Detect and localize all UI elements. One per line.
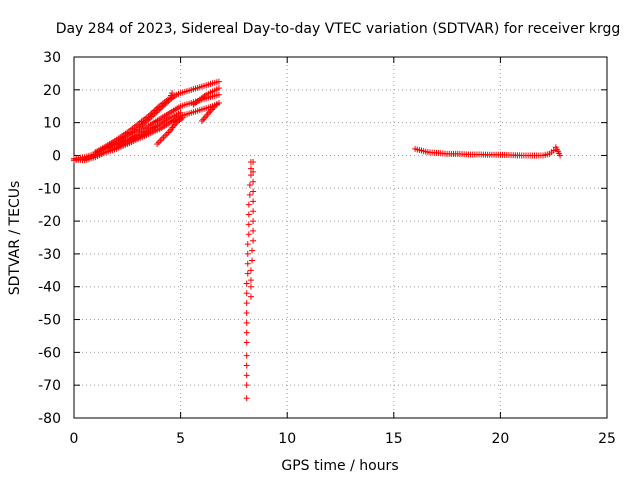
data-point-vertical-track-a: [247, 172, 254, 179]
data-point-track-7: [215, 85, 222, 92]
data-point-vertical-track-b: [247, 293, 254, 300]
data-point-vertical-track-b: [249, 247, 256, 254]
data-point-vertical-track-b: [250, 159, 257, 166]
data-point-vertical-track-a: [243, 362, 250, 369]
y-tick-label: -30: [38, 247, 61, 263]
data-point-vertical-track-a: [243, 300, 250, 307]
data-point-vertical-track-a: [243, 329, 250, 336]
y-axis-label: SDTVAR / TECUs: [7, 181, 23, 296]
y-tick-label: 30: [43, 50, 61, 66]
axis-ticks: 0 5 10 15 20 25 30 20 10 0 -10 -20 -30 -40 -50 -60 -70 -8…: [38, 50, 616, 447]
data-point-vertical-track-a: [244, 241, 251, 248]
data-point-vertical-track-b: [250, 178, 257, 185]
data-point-vertical-track-a: [244, 250, 251, 257]
x-tick-label: 15: [385, 431, 403, 447]
data-point-track-6: [215, 99, 222, 106]
data-point-vertical-track-b: [247, 267, 254, 274]
data-point-vertical-track-b: [250, 188, 257, 195]
y-tick-label: 0: [52, 148, 61, 164]
y-tick-label: -10: [38, 181, 61, 197]
data-point-vertical-track-b: [247, 277, 254, 284]
data-point-vertical-track-a: [244, 270, 251, 277]
data-point-vertical-track-b: [250, 198, 257, 205]
x-tick-label: 10: [278, 431, 296, 447]
data-point-vertical-track-a: [245, 231, 252, 238]
data-point-vertical-track-a: [243, 382, 250, 389]
data-point-track-1: [215, 78, 222, 85]
data-point-vertical-track-b: [250, 218, 257, 225]
chart-title: Day 284 of 2023, Sidereal Day-to-day VTE…: [56, 21, 621, 37]
data-point-vertical-track-a: [243, 372, 250, 379]
data-points: [71, 78, 564, 402]
x-tick-label: 25: [598, 431, 616, 447]
data-point-late-track: [557, 152, 564, 159]
data-point-late-track: [550, 147, 557, 154]
data-point-vertical-track-a: [245, 221, 252, 228]
data-point-vertical-track-b: [250, 227, 257, 234]
data-point-vertical-track-a: [246, 181, 253, 188]
data-point-vertical-track-a: [243, 395, 250, 402]
y-tick-label: 20: [43, 83, 61, 99]
y-tick-label: -80: [38, 411, 61, 427]
data-point-vertical-track-a: [246, 191, 253, 198]
data-point-vertical-track-b: [249, 257, 256, 264]
data-point-vertical-track-b: [247, 283, 254, 290]
y-tick-label: -40: [38, 280, 61, 296]
data-point-track-5: [179, 114, 186, 121]
data-point-vertical-track-a: [245, 201, 252, 208]
y-tick-label: 10: [43, 116, 61, 132]
data-point-vertical-track-b: [250, 168, 257, 175]
x-axis-label: GPS time / hours: [281, 458, 398, 474]
data-point-vertical-track-a: [243, 339, 250, 346]
data-point-track-2: [215, 91, 222, 98]
data-point-vertical-track-a: [243, 290, 250, 297]
data-point-vertical-track-a: [243, 352, 250, 359]
grid-lines: [74, 57, 607, 418]
data-point-vertical-track-a: [247, 165, 254, 172]
data-point-vertical-track-b: [250, 208, 257, 215]
x-tick-label: 5: [176, 431, 185, 447]
x-tick-label: 0: [70, 431, 79, 447]
data-point-vertical-track-a: [243, 319, 250, 326]
data-point-vertical-track-b: [250, 237, 257, 244]
y-tick-label: -20: [38, 214, 61, 230]
plot-frame: [73, 56, 608, 419]
x-tick-label: 20: [491, 431, 509, 447]
y-tick-label: -50: [38, 313, 61, 329]
y-tick-label: -70: [38, 378, 61, 394]
data-point-vertical-track-a: [243, 280, 250, 287]
y-tick-label: -60: [38, 345, 61, 361]
data-point-track-4: [177, 109, 184, 116]
data-point-vertical-track-a: [243, 309, 250, 316]
data-point-vertical-track-a: [245, 211, 252, 218]
data-point-track-8: [169, 90, 176, 97]
data-point-vertical-track-a: [244, 260, 251, 267]
